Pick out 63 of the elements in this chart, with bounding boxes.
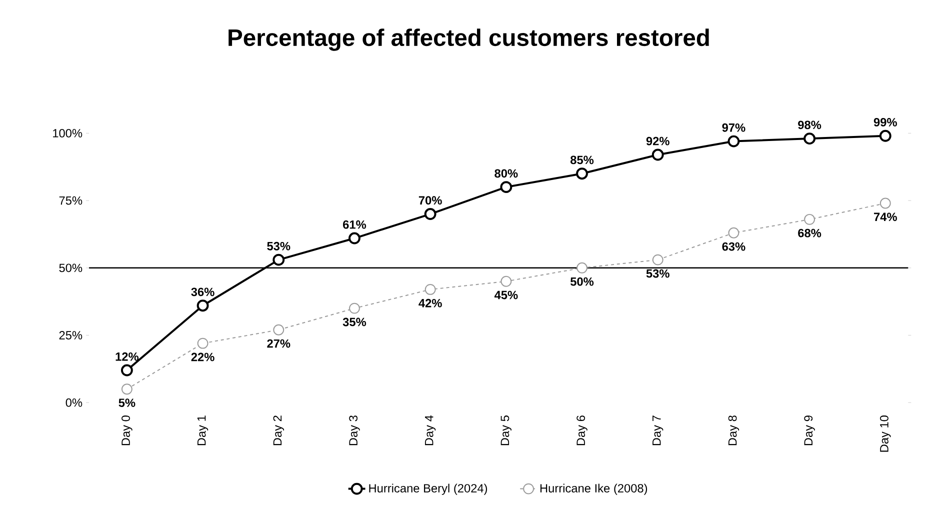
point	[652, 148, 664, 161]
point	[196, 300, 209, 312]
point	[121, 384, 132, 395]
x-tick-label: Day 1	[197, 416, 208, 446]
x-tick-label: Day 5	[500, 416, 512, 446]
point	[728, 135, 740, 148]
x-tick-label: Day 8	[728, 416, 740, 446]
point	[500, 181, 512, 194]
data-label: 98%	[798, 120, 822, 130]
chart-title: Percentage of affected customers restored	[228, 28, 709, 51]
x-tick-label: Day 3	[349, 416, 360, 446]
data-label: 61%	[343, 220, 366, 229]
data-label: 92%	[646, 136, 670, 146]
data-label: 85%	[570, 156, 594, 164]
point	[652, 254, 664, 266]
y-tick-label: 0%	[66, 398, 82, 407]
point	[348, 232, 360, 244]
data-label: 5%	[118, 398, 136, 407]
data-label: 53%	[267, 242, 290, 250]
legend-label: Hurricane Beryl (2024)	[369, 484, 488, 495]
point	[728, 227, 740, 238]
data-label: 70%	[418, 196, 442, 205]
point	[879, 130, 892, 142]
point	[424, 284, 436, 295]
data-label: 35%	[342, 318, 366, 326]
x-tick-label: Day 6	[576, 416, 588, 446]
data-label: 80%	[494, 169, 518, 178]
data-label: 45%	[494, 290, 518, 300]
x-tick-label: Day 9	[804, 416, 815, 446]
point	[500, 276, 512, 287]
data-label: 12%	[116, 352, 139, 361]
data-label: 99%	[874, 118, 897, 126]
point	[197, 338, 208, 349]
point	[804, 214, 816, 225]
x-tick-label: Day 0	[122, 416, 132, 446]
x-tick-label: Day 7	[652, 416, 664, 446]
data-label: 36%	[191, 288, 214, 296]
data-label: 50%	[570, 277, 594, 286]
point	[272, 254, 285, 266]
data-label: 97%	[722, 123, 746, 132]
point	[576, 262, 588, 274]
x-tick-label: Day 4	[425, 415, 436, 446]
point	[424, 208, 436, 220]
data-label: 68%	[798, 228, 822, 238]
data-label: 42%	[418, 298, 442, 308]
point	[880, 198, 891, 209]
data-label: 74%	[874, 212, 897, 222]
data-label: 53%	[646, 269, 670, 278]
point	[273, 324, 284, 336]
x-tick-label: Day 10	[880, 416, 891, 452]
y-tick-label: 25%	[59, 331, 82, 340]
legend-label: Hurricane Ike (2008)	[540, 484, 648, 495]
point	[576, 168, 588, 180]
y-tick-label: 50%	[59, 264, 82, 272]
x-tick-label: Day 2	[273, 416, 284, 446]
data-label: 27%	[267, 339, 290, 348]
y-tick-label: 75%	[59, 196, 82, 205]
point	[349, 302, 360, 314]
y-tick-label: 100%	[53, 129, 82, 138]
data-label: 22%	[191, 352, 214, 362]
point	[120, 364, 133, 376]
data-label: 63%	[722, 242, 746, 251]
point	[804, 132, 816, 145]
